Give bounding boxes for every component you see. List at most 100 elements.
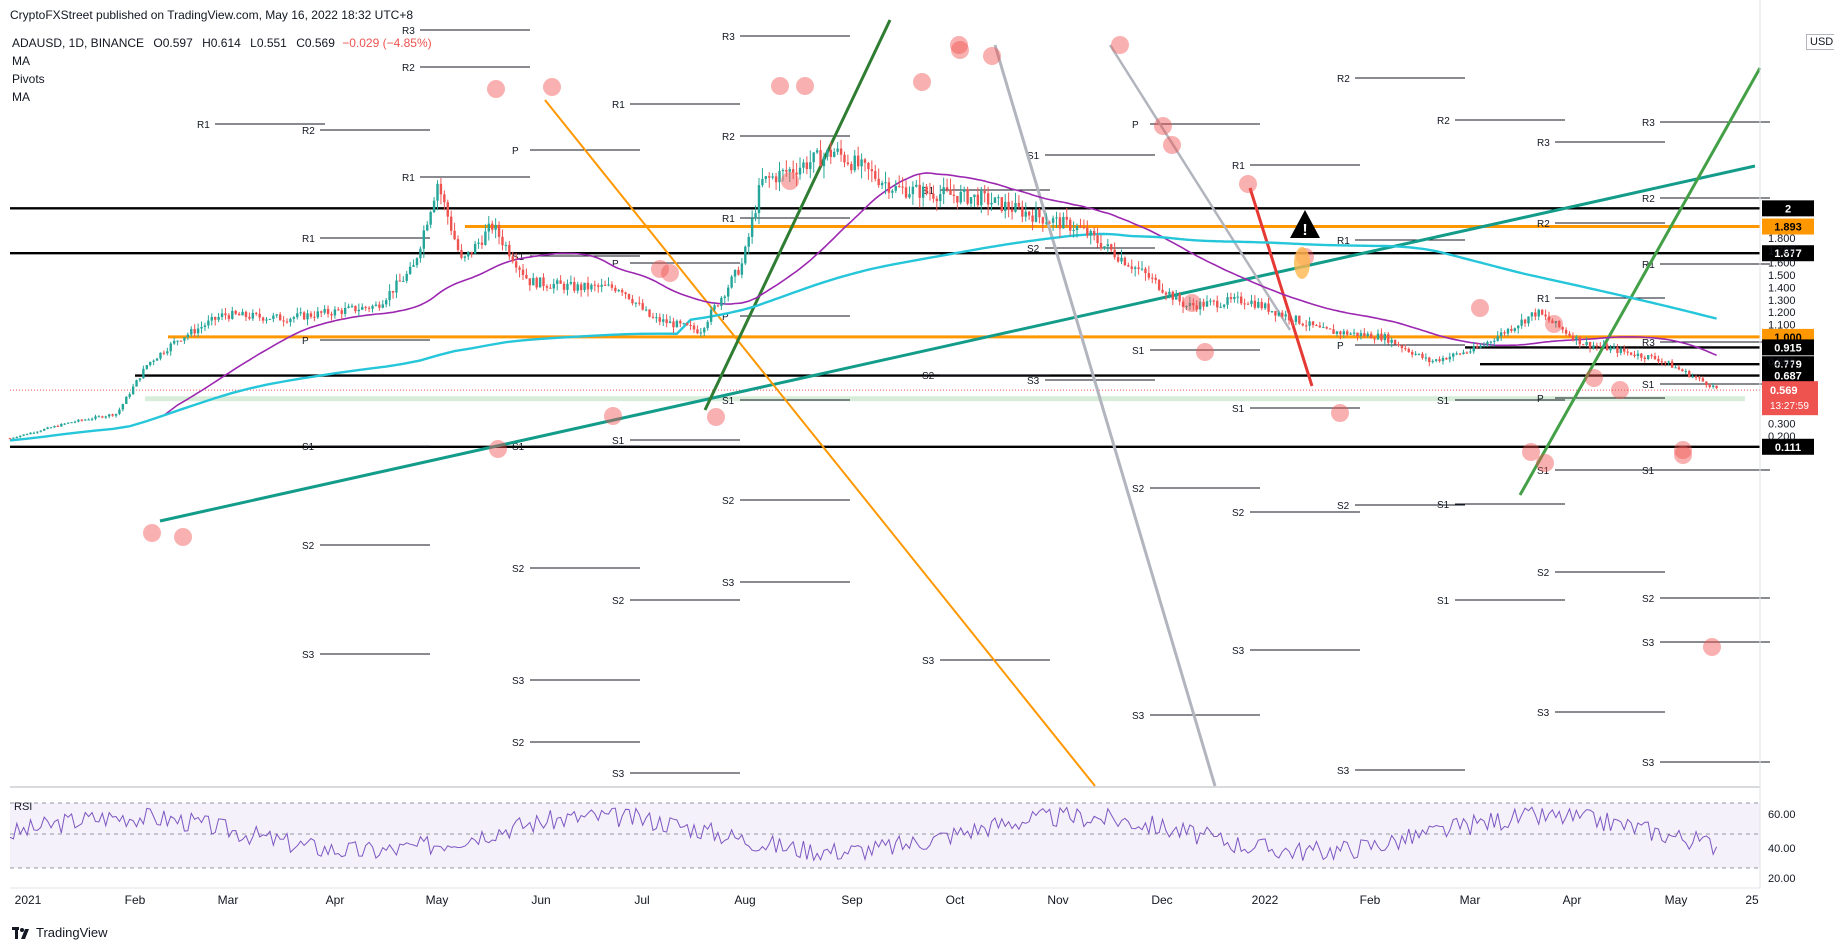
candle-body: [617, 290, 620, 292]
candle-body: [1216, 300, 1219, 308]
currency-badge[interactable]: USD: [1806, 34, 1834, 50]
candle-body: [993, 197, 997, 203]
candle-body: [976, 194, 980, 206]
candle-body: [1041, 217, 1045, 224]
candle-body: [1489, 341, 1493, 343]
candle-body: [1209, 300, 1212, 302]
key-level-tag: [1762, 438, 1814, 455]
key-level-label: 0.687: [1774, 371, 1802, 383]
pivot-label: S2: [302, 541, 315, 552]
candle-body: [990, 202, 993, 205]
indicator-ma-1[interactable]: MA: [12, 54, 30, 68]
pivot-label: S2: [1132, 484, 1145, 495]
pivot-label: S2: [922, 371, 935, 382]
candle-body: [1452, 353, 1455, 357]
candle-body: [1164, 292, 1168, 295]
candle-body: [1335, 331, 1339, 334]
pivot-label: R1: [1232, 161, 1245, 172]
pivot-label: S1: [512, 442, 525, 453]
candle-body: [1034, 209, 1038, 222]
touch-marker: [951, 41, 969, 59]
candle-body: [114, 413, 118, 416]
candle-body: [473, 243, 477, 254]
candle-body: [1270, 311, 1274, 313]
candle-body: [25, 434, 29, 436]
candle-body: [774, 176, 778, 183]
candle-body: [460, 249, 463, 258]
touch-marker: [543, 78, 561, 96]
touch-marker: [1154, 117, 1172, 135]
candle-body: [1705, 381, 1708, 386]
candle-body: [1178, 294, 1181, 302]
candle-body: [104, 416, 107, 418]
touch-marker: [1331, 404, 1349, 422]
pivot-label: R1: [722, 214, 735, 225]
candle-body: [894, 186, 897, 191]
candle-body: [1175, 294, 1178, 300]
candle-body: [1171, 291, 1174, 300]
x-tick-label: Oct: [946, 893, 965, 907]
touch-marker: [487, 80, 505, 98]
pivot-label: S3: [922, 656, 935, 667]
x-tick-label: Jul: [634, 893, 649, 907]
candle-body: [1072, 230, 1075, 232]
candle-body: [1670, 361, 1674, 368]
candle-body: [207, 320, 210, 326]
candle-body: [1024, 211, 1027, 217]
change-value: −0.029 (−4.85%): [342, 36, 432, 50]
candle-body: [169, 343, 172, 352]
candle-body: [860, 159, 863, 167]
candle-body: [521, 269, 525, 275]
indicator-pivots[interactable]: Pivots: [12, 72, 45, 86]
candle-body: [1120, 257, 1123, 262]
candle-body: [128, 394, 131, 397]
candle-body: [826, 149, 829, 157]
key-level-label: 1.677: [1774, 248, 1802, 260]
candle-body: [1188, 303, 1192, 307]
candle-body: [412, 265, 415, 267]
candle-body: [1503, 332, 1506, 334]
candle-body: [672, 321, 675, 328]
pivot-label: S1: [1132, 346, 1145, 357]
candle-body: [884, 182, 887, 184]
candle-body: [1103, 246, 1106, 249]
symbol-label[interactable]: ADAUSD, 1D, BINANCE: [12, 36, 145, 50]
candle-body: [1308, 321, 1311, 326]
candle-body: [220, 313, 224, 317]
candle-body: [1192, 303, 1195, 306]
candle-body: [853, 155, 856, 171]
candle-body: [224, 313, 227, 316]
candle-body: [597, 285, 600, 287]
candle-body: [1147, 273, 1151, 278]
candle-body: [1298, 315, 1301, 324]
candle-body: [289, 318, 292, 323]
candle-body: [354, 305, 357, 312]
candle-body: [716, 305, 720, 307]
price-chart[interactable]: R1 R2 R3 R2 R1 R1 P S1 S2 S3 P S1 S1 S2 S3 S2 R1 P S1 S2 S3 R…: [0, 0, 1834, 920]
candle-body: [1438, 359, 1441, 362]
touch-marker: [1239, 175, 1257, 193]
candle-body: [1332, 329, 1335, 334]
countdown-label: 13:27:59: [1770, 401, 1809, 412]
candle-body: [744, 246, 747, 264]
indicator-ma-2[interactable]: MA: [12, 90, 30, 104]
candle-body: [733, 269, 737, 277]
key-level-label: 1.893: [1774, 222, 1802, 234]
x-tick-label: Mar: [1460, 893, 1481, 907]
candle-body: [1352, 332, 1356, 334]
key-level-tag: [1762, 245, 1814, 262]
candle-body: [248, 316, 251, 319]
candle-body: [1527, 316, 1530, 324]
candle-body: [1151, 277, 1154, 279]
touch-marker: [781, 172, 799, 190]
pivot-label: R2: [722, 132, 735, 143]
candle-body: [337, 309, 340, 311]
candle-body: [1185, 306, 1188, 308]
pivot-label: S3: [1642, 758, 1655, 769]
candle-body: [183, 337, 186, 341]
key-level-label: 0.915: [1774, 342, 1802, 354]
candle-body: [1708, 385, 1711, 387]
green-uptrend-line: [703, 19, 892, 411]
pivot-label: R2: [1642, 194, 1655, 205]
candle-body: [1325, 327, 1328, 329]
